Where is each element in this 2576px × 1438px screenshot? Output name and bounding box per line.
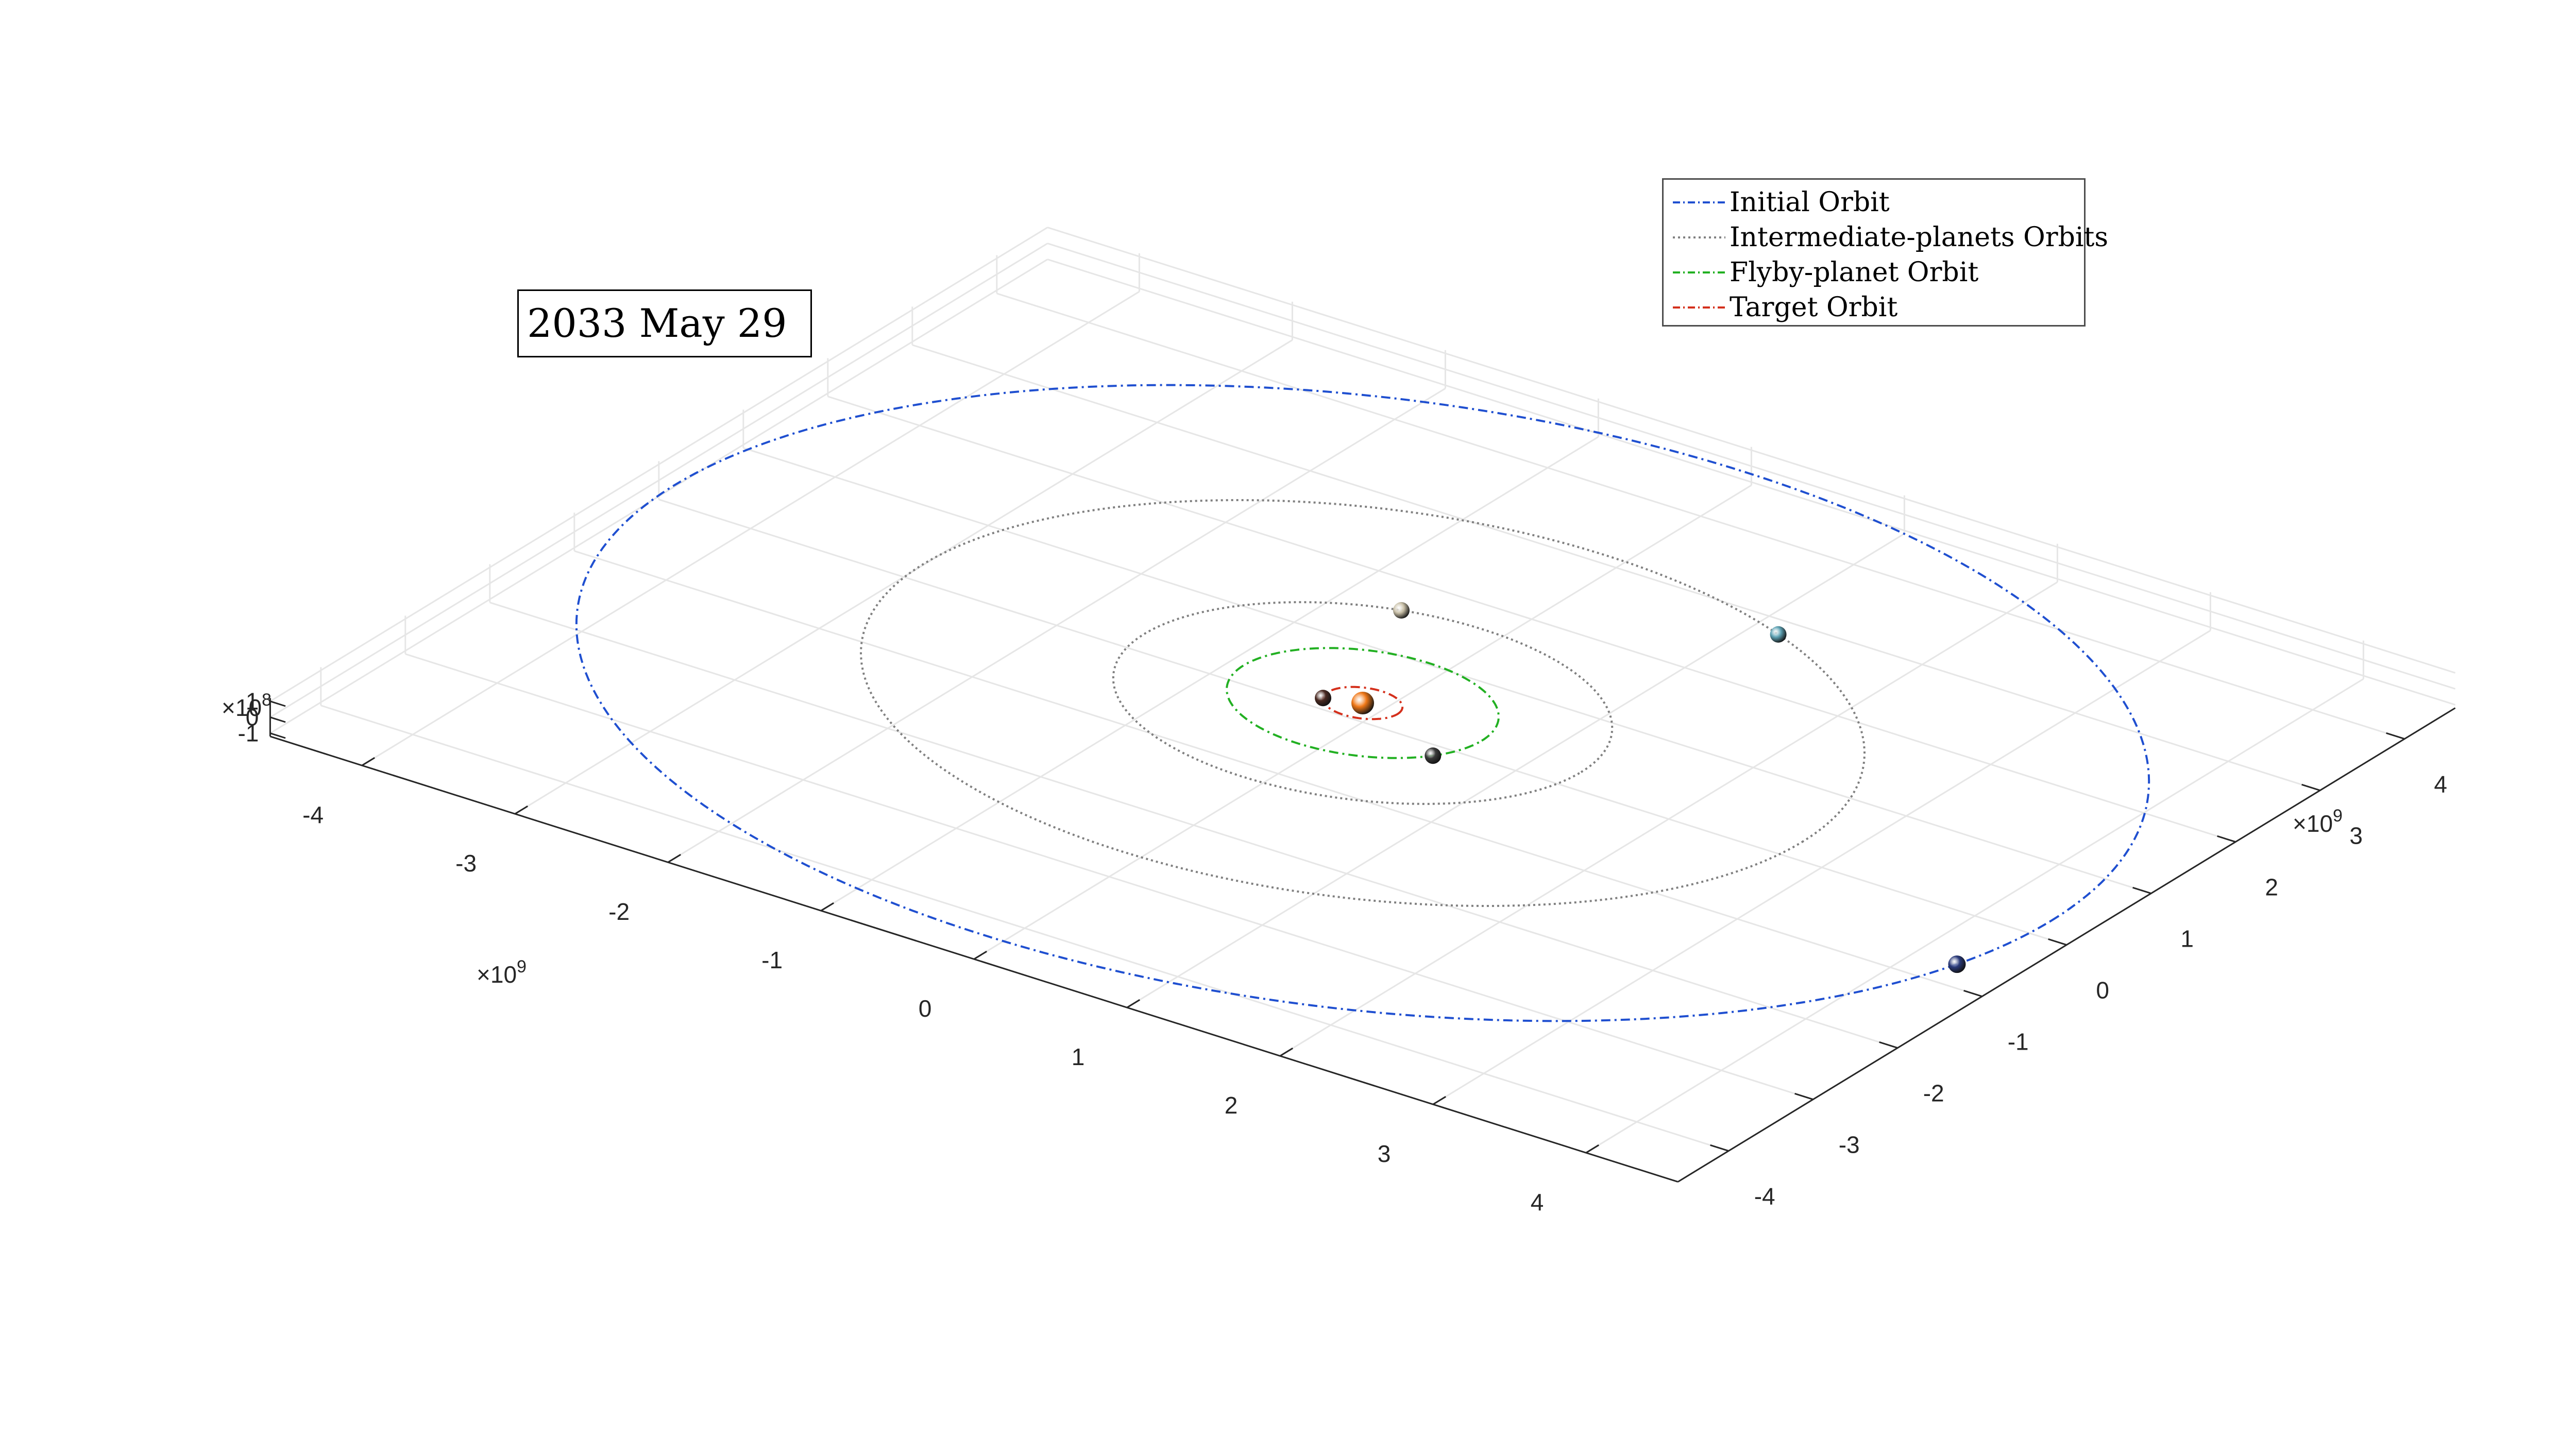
date-label: 2033 May 29 bbox=[527, 300, 787, 346]
y-tick bbox=[2217, 835, 2236, 843]
y-tick bbox=[2132, 886, 2151, 895]
floor-grid-line-y bbox=[996, 293, 2405, 740]
legend-swatch-target-orbit bbox=[1673, 306, 1725, 309]
body-layer bbox=[1315, 602, 1966, 973]
y-tick-label: -3 bbox=[1839, 1132, 1860, 1158]
x-tick-label: 0 bbox=[919, 995, 932, 1022]
x-tick bbox=[667, 853, 681, 863]
mars-marker bbox=[1315, 690, 1332, 707]
floor-grid-line-y bbox=[827, 396, 2236, 843]
x-tick bbox=[820, 902, 834, 912]
y-tick bbox=[2048, 938, 2067, 946]
floor-grid-line-y bbox=[489, 602, 1898, 1049]
legend-swatch-flyby-orbit bbox=[1673, 271, 1725, 273]
z-tick bbox=[269, 732, 286, 739]
orbit-4 bbox=[1321, 686, 1404, 721]
legend-item-initial-orbit: Initial Orbit bbox=[1664, 185, 2084, 220]
x-tick bbox=[361, 757, 375, 766]
legend-swatch-initial-orbit bbox=[1673, 201, 1725, 203]
y-axis-line bbox=[1677, 707, 2456, 1183]
sun-marker bbox=[1351, 692, 1374, 714]
x-tick-label: 2 bbox=[1225, 1092, 1238, 1119]
z-tick-label: 1 bbox=[246, 688, 259, 715]
z-tick bbox=[269, 700, 286, 707]
wall-grid-line-z bbox=[1047, 259, 2456, 706]
y-tick bbox=[1710, 1144, 1729, 1152]
x-tick bbox=[1126, 999, 1140, 1008]
neptune-marker bbox=[1948, 955, 1966, 973]
y-tick bbox=[2386, 732, 2405, 740]
wall-grid-line-z bbox=[1047, 243, 2456, 690]
date-label-box: 2033 May 29 bbox=[517, 289, 812, 357]
x-tick-label: -4 bbox=[302, 801, 324, 828]
z-tick-label: 0 bbox=[246, 704, 259, 731]
wall-grid-line-z bbox=[1047, 227, 2456, 674]
orbit-2 bbox=[1112, 601, 1614, 805]
z-axis-exponent: ×108 bbox=[222, 690, 272, 721]
legend-item-intermediate-orbits: Intermediate-planets Orbits bbox=[1664, 220, 2108, 255]
z-tick-label: -1 bbox=[238, 720, 259, 747]
y-tick-label: 2 bbox=[2265, 874, 2278, 901]
jupiter-marker bbox=[1425, 747, 1442, 764]
y-tick bbox=[2301, 783, 2320, 792]
x-tick-label: -3 bbox=[455, 850, 477, 877]
z-tick bbox=[269, 716, 286, 723]
x-tick bbox=[1432, 1095, 1446, 1105]
floor-grid-line-y bbox=[320, 705, 1729, 1152]
y-tick bbox=[1879, 1041, 1898, 1049]
legend-label-initial-orbit: Initial Orbit bbox=[1730, 187, 1890, 218]
x-tick bbox=[514, 805, 528, 815]
uranus-marker bbox=[1770, 626, 1787, 643]
legend-item-target-orbit: Target Orbit bbox=[1664, 290, 2084, 325]
x-tick-label: -2 bbox=[608, 898, 630, 925]
legend-label-target-orbit: Target Orbit bbox=[1730, 292, 1898, 323]
y-tick-label: 1 bbox=[2180, 926, 2194, 952]
legend-swatch-intermediate-orbits bbox=[1673, 236, 1725, 238]
y-tick bbox=[1794, 1092, 1814, 1101]
x-tick bbox=[1585, 1144, 1599, 1154]
axis-layer bbox=[269, 698, 2456, 1183]
y-tick-label: -2 bbox=[1923, 1080, 1944, 1107]
legend-label-flyby-orbit: Flyby-planet Orbit bbox=[1730, 257, 1979, 288]
floor-grid-line-y bbox=[658, 499, 2067, 946]
orbit-0 bbox=[575, 384, 2150, 1022]
y-tick-label: 3 bbox=[2349, 823, 2363, 849]
x-tick bbox=[973, 950, 987, 960]
wall-grid-line-z bbox=[269, 243, 1048, 718]
y-axis-exponent: ×109 bbox=[2293, 806, 2343, 837]
floor-grid-line-y bbox=[574, 550, 1982, 998]
wall-grid-line-z bbox=[269, 227, 1048, 702]
orbit-1 bbox=[859, 499, 1866, 907]
x-tick-label: 1 bbox=[1072, 1043, 1085, 1070]
floor-grid-line-y bbox=[912, 344, 2320, 792]
legend-label-intermediate-orbits: Intermediate-planets Orbits bbox=[1730, 222, 2109, 253]
x-tick-label: 4 bbox=[1531, 1189, 1544, 1216]
floor-grid-line-y bbox=[405, 653, 1814, 1101]
x-tick bbox=[1279, 1047, 1293, 1057]
y-tick bbox=[1963, 989, 1982, 998]
y-tick-label: 4 bbox=[2434, 771, 2447, 798]
y-tick-label: -4 bbox=[1754, 1183, 1775, 1210]
legend: Initial Orbit Intermediate-planets Orbit… bbox=[1662, 178, 2108, 327]
x-tick-label: 3 bbox=[1378, 1140, 1391, 1167]
grid-layer bbox=[269, 227, 2456, 1154]
saturn-marker bbox=[1393, 602, 1410, 619]
y-tick-label: 0 bbox=[2096, 977, 2109, 1004]
orbit-3 bbox=[1226, 647, 1500, 759]
x-tick-label: -1 bbox=[761, 947, 783, 973]
orbit-layer bbox=[575, 384, 2150, 1022]
y-tick-label: -1 bbox=[2008, 1029, 2029, 1055]
x-axis-exponent: ×109 bbox=[477, 957, 527, 988]
legend-item-flyby-orbit: Flyby-planet Orbit bbox=[1664, 255, 2084, 290]
